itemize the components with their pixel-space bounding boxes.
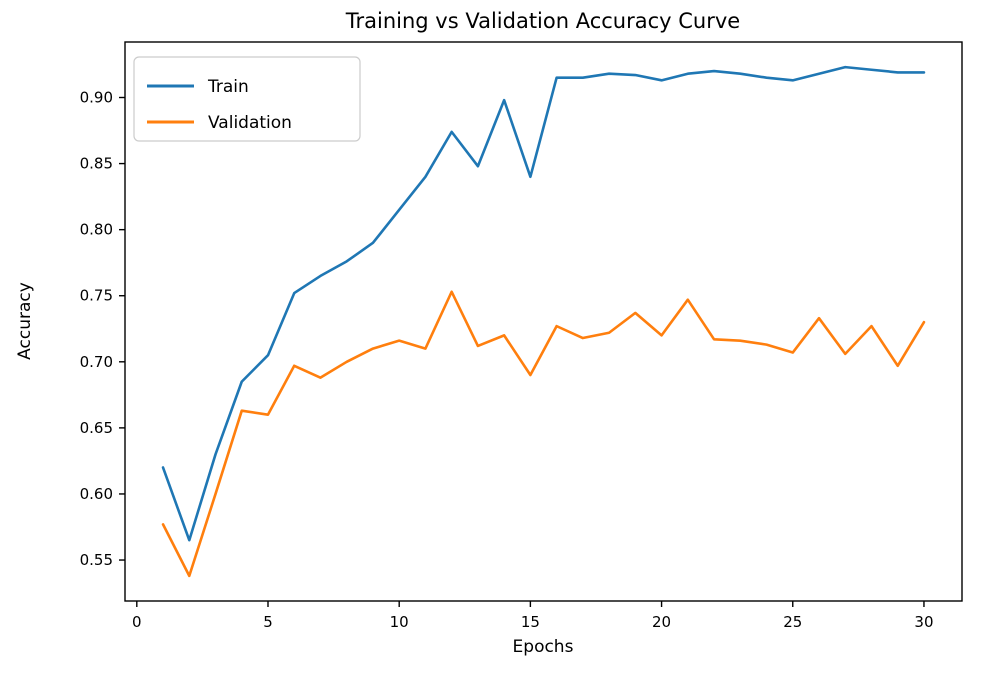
x-tick-label: 15 [521,613,540,631]
y-axis-label: Accuracy [15,282,35,360]
legend-train-label: Train [207,77,249,97]
series-line-train [161,65,926,542]
axes-ticks: 0 5 10 15 20 25 30 0.55 0.60 0.65 0.70 0.75 0.80 0.85… [80,89,934,631]
legend-validation-label: Validation [208,113,292,133]
x-tick-label: 25 [783,613,802,631]
x-axis-label: Epochs [513,637,574,657]
y-tick-label: 0.90 [80,89,113,107]
y-tick-label: 0.85 [80,155,113,173]
x-tick-label: 0 [132,613,142,631]
x-tick-label: 20 [652,613,671,631]
x-tick-label: 30 [914,613,933,631]
y-tick-label: 0.70 [80,353,113,371]
chart-title: Training vs Validation Accuracy Curve [345,9,740,33]
y-tick-label: 0.60 [80,485,113,503]
plot-frame [124,41,963,602]
y-tick-label: 0.55 [80,551,113,569]
series-line-validation [161,290,926,578]
legend-box [133,56,361,142]
series-lines [161,65,926,578]
y-tick-label: 0.75 [80,287,113,305]
y-tick-label: 0.80 [80,221,113,239]
y-tick-label: 0.65 [80,419,113,437]
legend: Train Validation [133,56,361,142]
x-tick-label: 5 [263,613,273,631]
x-tick-label: 10 [390,613,409,631]
